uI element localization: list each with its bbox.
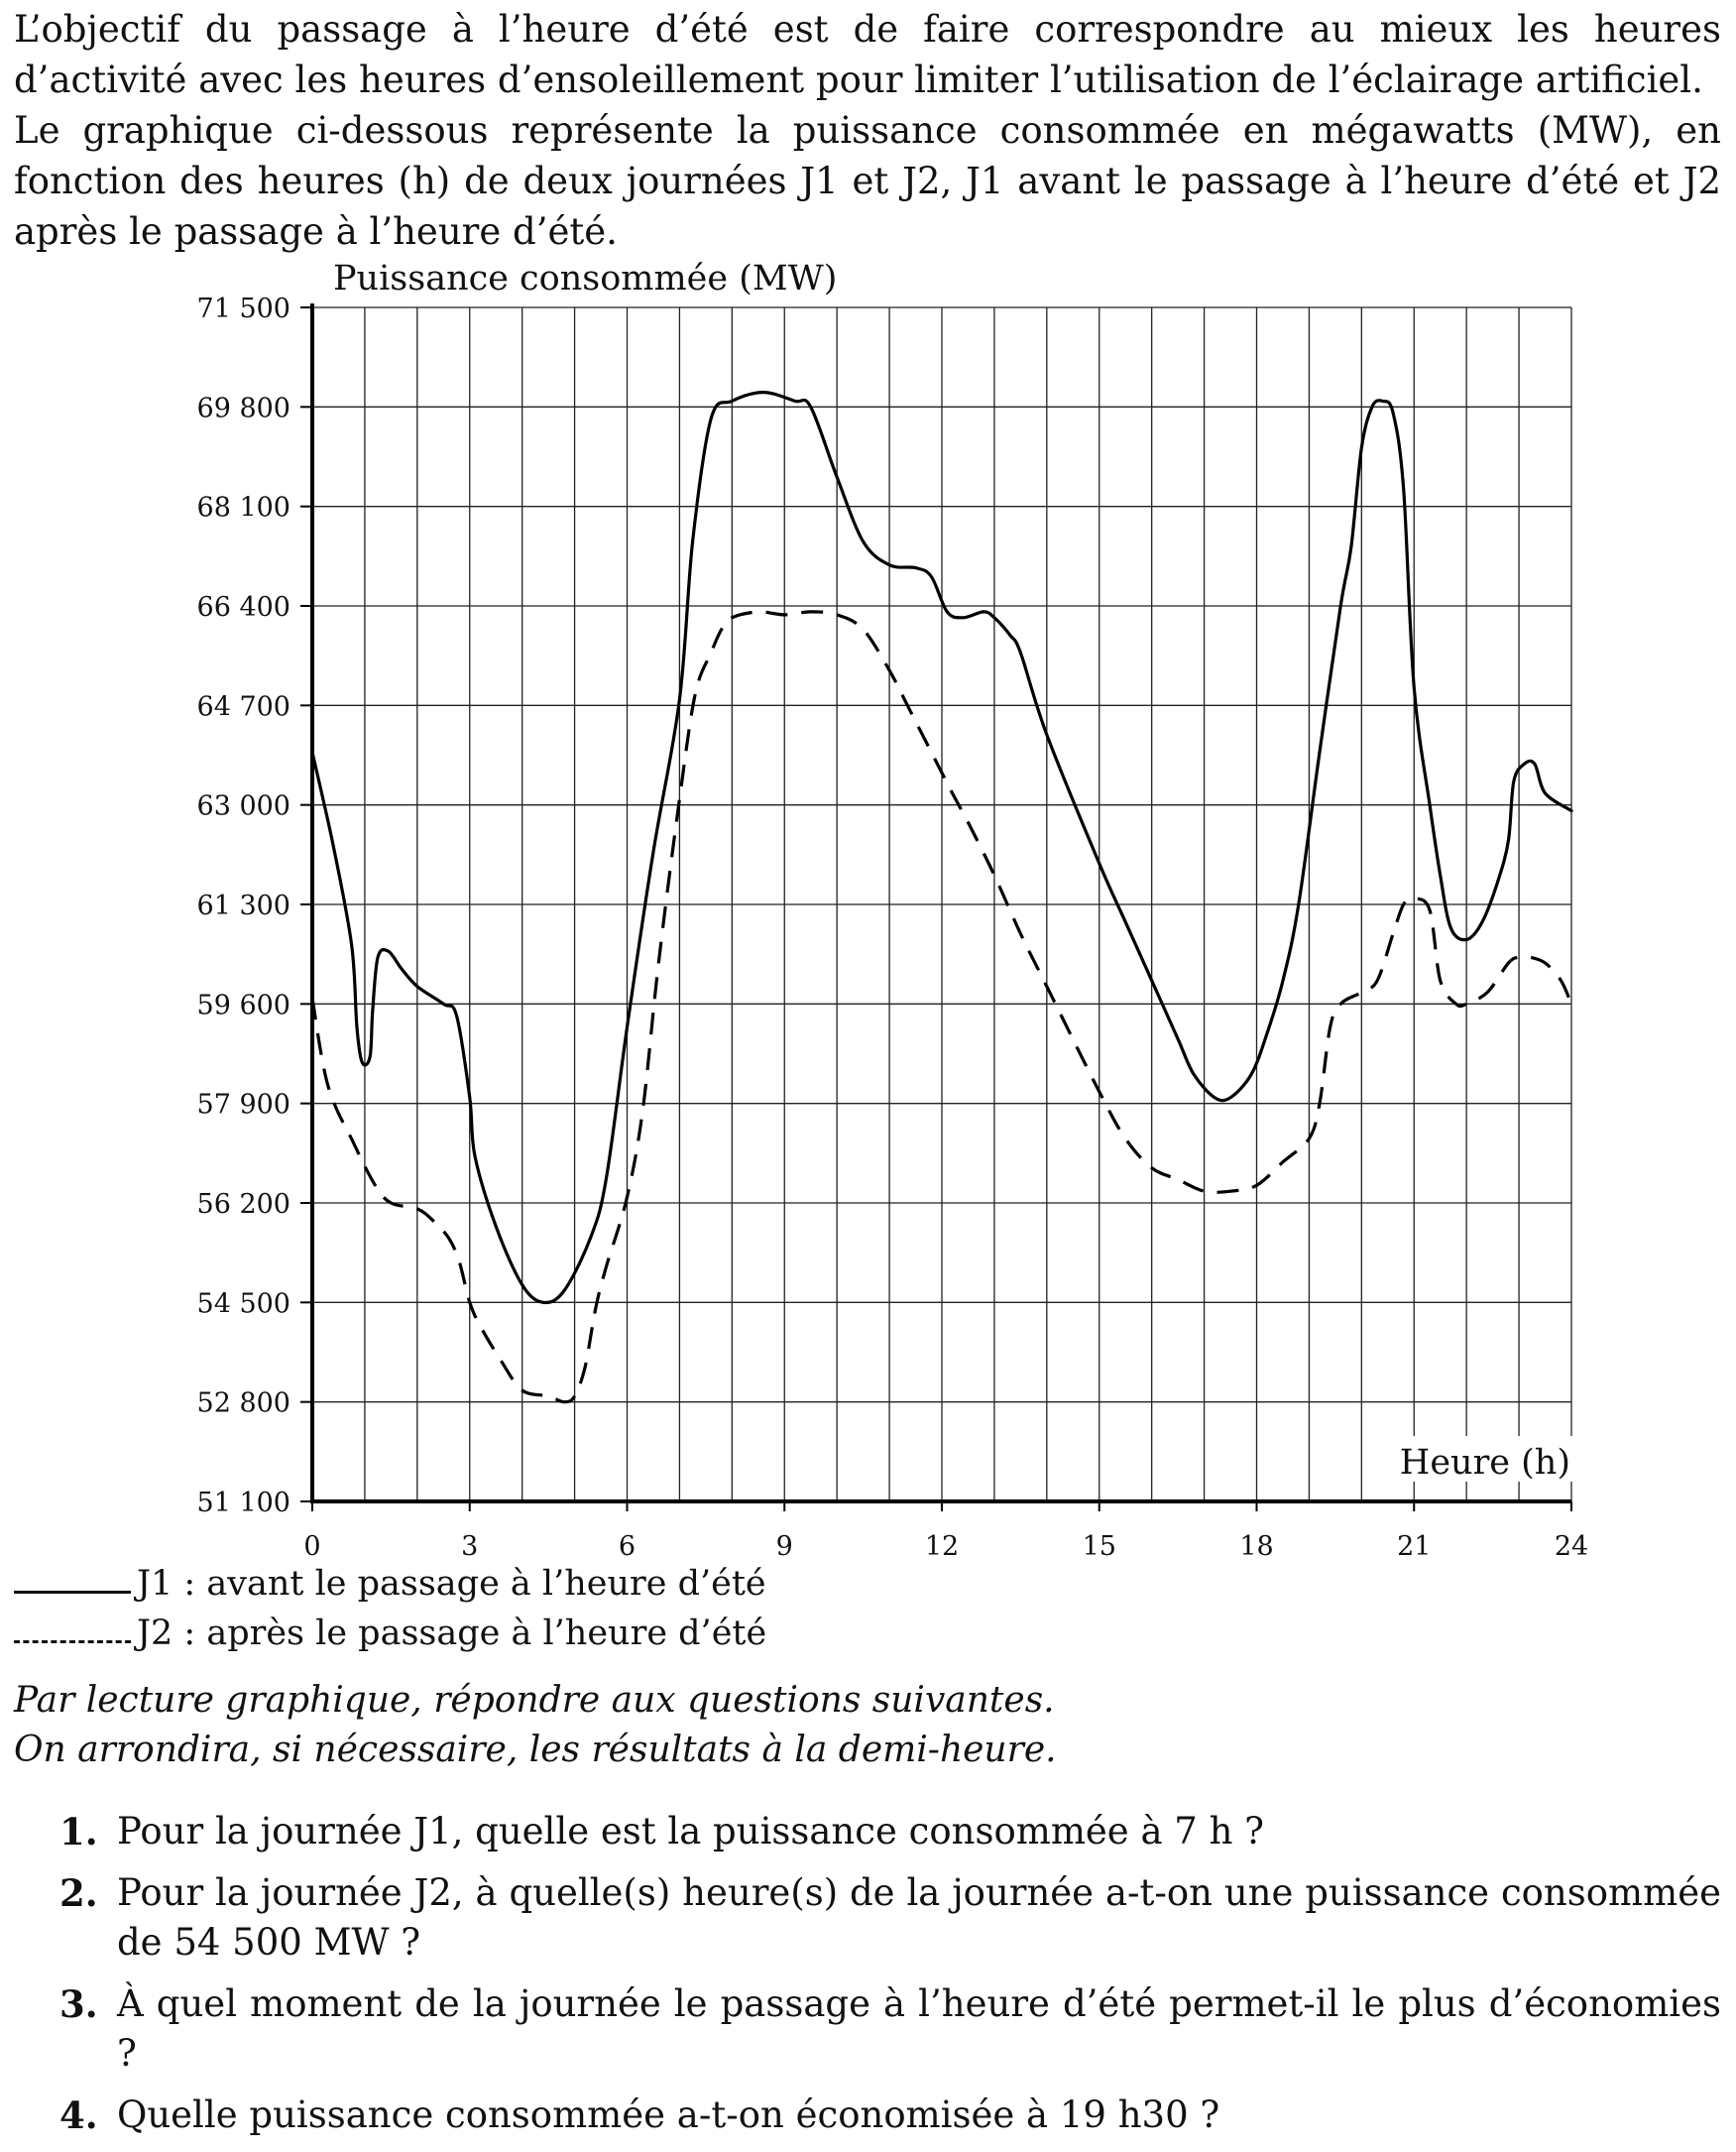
x-tick-label: 15 bbox=[1083, 1531, 1116, 1557]
chart-axes bbox=[300, 303, 1572, 1511]
power-consumption-chart: 51 100 52 800 54 500 56 200 57 900 59 600 61 3… bbox=[197, 259, 1589, 1557]
question-item: 4. Quelle puissance consommée a-t-on éco… bbox=[59, 2091, 1721, 2140]
series-line-j2 bbox=[310, 610, 1573, 1404]
question-item: 3. À quel moment de la journée le passag… bbox=[59, 1979, 1721, 2079]
x-tick-label: 21 bbox=[1397, 1531, 1431, 1557]
y-tick-label: 69 800 bbox=[197, 393, 290, 423]
question-number: 2. bbox=[59, 1871, 98, 1915]
y-tick-label: 68 100 bbox=[197, 493, 290, 524]
x-tick-label: 3 bbox=[461, 1531, 478, 1557]
series-line-j1 bbox=[310, 391, 1573, 1305]
y-tick-label: 56 200 bbox=[197, 1189, 290, 1220]
x-axis-label-background bbox=[1406, 1436, 1572, 1482]
y-tick-label: 54 500 bbox=[197, 1288, 290, 1319]
instruction-line-2: On arrondira, si nécessaire, les résulta… bbox=[14, 1730, 1057, 1770]
chart-legend: J1 : avant le passage à l’heure d’été J2… bbox=[14, 1559, 766, 1658]
legend-item-j2: J2 : après le passage à l’heure d’été bbox=[14, 1609, 766, 1658]
chart-series bbox=[310, 391, 1573, 1404]
y-tick-label: 57 900 bbox=[197, 1090, 290, 1121]
question-number: 3. bbox=[59, 1982, 98, 2026]
question-number: 4. bbox=[59, 2093, 98, 2137]
x-tick-label: 0 bbox=[303, 1531, 320, 1557]
intro-paragraph-2: Le graphique ci-dessous représente la pu… bbox=[14, 109, 1721, 253]
chart-grid bbox=[311, 306, 1572, 1502]
intro-paragraph-1: L’objectif du passage à l’heure d’été es… bbox=[14, 8, 1721, 101]
x-tick-label: 6 bbox=[619, 1531, 636, 1557]
y-tick-label: 66 400 bbox=[197, 592, 290, 623]
question-list: 1. Pour la journée J1, quelle est la pui… bbox=[59, 1807, 1721, 2152]
y-tick-label: 59 600 bbox=[197, 990, 290, 1020]
y-tick-label: 63 000 bbox=[197, 791, 290, 822]
instruction-line-1: Par lecture graphique, répondre aux ques… bbox=[14, 1680, 1055, 1721]
y-axis-label: Puissance consommée (MW) bbox=[333, 259, 837, 299]
intro-text: L’objectif du passage à l’heure d’été es… bbox=[14, 4, 1721, 257]
legend-item-j1: J1 : avant le passage à l’heure d’été bbox=[14, 1559, 766, 1609]
x-tick-label: 12 bbox=[925, 1531, 959, 1557]
dashed-line-swatch bbox=[14, 1639, 131, 1643]
x-tick-label: 18 bbox=[1239, 1531, 1273, 1557]
y-tick-label: 71 500 bbox=[197, 294, 290, 324]
instructions: Par lecture graphique, répondre aux ques… bbox=[14, 1676, 1057, 1775]
question-item: 2. Pour la journée J2, à quelle(s) heure… bbox=[59, 1868, 1721, 1968]
y-tick-label: 64 700 bbox=[197, 691, 290, 722]
question-text: Pour la journée J1, quelle est la puissa… bbox=[117, 1810, 1265, 1853]
x-tick-label: 24 bbox=[1555, 1531, 1588, 1557]
question-text: Quelle puissance consommée a-t-on économ… bbox=[117, 2093, 1220, 2136]
x-axis-label: Heure (h) bbox=[1400, 1443, 1570, 1483]
x-tick-label: 9 bbox=[776, 1531, 793, 1557]
question-text: À quel moment de la journée le passage à… bbox=[117, 1982, 1721, 2075]
question-number: 1. bbox=[59, 1810, 98, 1853]
question-text: Pour la journée J2, à quelle(s) heure(s)… bbox=[117, 1871, 1721, 1964]
legend-label-j2: J2 : après le passage à l’heure d’été bbox=[137, 1614, 767, 1653]
y-tick-label: 52 800 bbox=[197, 1388, 290, 1419]
question-item: 1. Pour la journée J1, quelle est la pui… bbox=[59, 1807, 1721, 1856]
y-tick-label: 51 100 bbox=[197, 1488, 290, 1518]
chart-tick-labels: 51 100 52 800 54 500 56 200 57 900 59 600 61 3… bbox=[197, 294, 1589, 1557]
solid-line-swatch bbox=[14, 1590, 131, 1594]
y-tick-label: 61 300 bbox=[197, 891, 290, 921]
legend-label-j1: J1 : avant le passage à l’heure d’été bbox=[137, 1564, 766, 1604]
